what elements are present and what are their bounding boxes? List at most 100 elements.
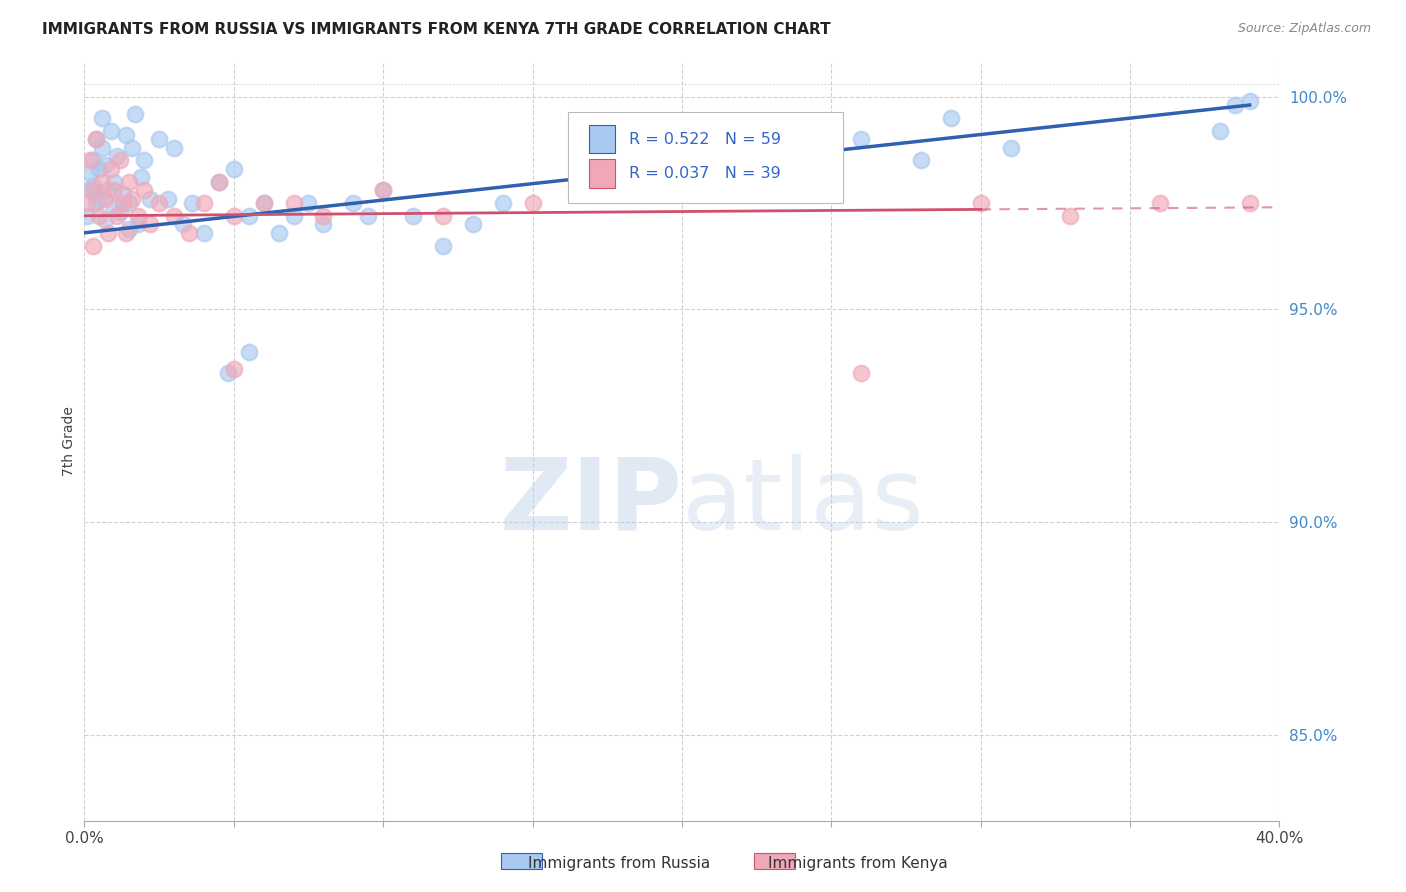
- Point: [91, 141, 114, 155]
- Point: [312, 217, 335, 231]
- Point: [222, 161, 245, 176]
- Point: [82, 178, 104, 193]
- Point: [283, 196, 305, 211]
- Point: [100, 161, 122, 176]
- Point: [222, 362, 245, 376]
- Point: [82, 238, 104, 252]
- Point: [86, 196, 108, 211]
- Point: [127, 209, 149, 223]
- Point: [253, 196, 276, 211]
- Point: [110, 204, 132, 219]
- Point: [157, 192, 180, 206]
- Text: atlas: atlas: [682, 454, 924, 550]
- Point: [94, 213, 117, 227]
- Point: [79, 166, 101, 180]
- Point: [115, 226, 138, 240]
- Point: [79, 153, 101, 168]
- Text: ZIP: ZIP: [499, 454, 682, 550]
- Point: [612, 183, 634, 197]
- Point: [79, 183, 101, 197]
- Point: [492, 196, 515, 211]
- Point: [89, 209, 111, 223]
- Point: [127, 217, 149, 231]
- Point: [100, 123, 122, 137]
- Point: [910, 153, 932, 168]
- Point: [121, 192, 143, 206]
- Text: R = 0.037   N = 39: R = 0.037 N = 39: [630, 166, 782, 181]
- Point: [1059, 209, 1081, 223]
- FancyBboxPatch shape: [568, 112, 844, 202]
- Bar: [755, 853, 794, 869]
- Point: [82, 183, 104, 197]
- Point: [193, 226, 215, 240]
- Point: [1239, 196, 1261, 211]
- Point: [86, 132, 108, 146]
- Text: Immigrants from Kenya: Immigrants from Kenya: [768, 856, 948, 871]
- Point: [172, 217, 194, 231]
- Point: [163, 209, 186, 223]
- Point: [208, 175, 231, 189]
- Point: [132, 183, 156, 197]
- Point: [110, 153, 132, 168]
- Point: [103, 183, 125, 197]
- Point: [94, 192, 117, 206]
- Point: [91, 111, 114, 125]
- Point: [105, 149, 128, 163]
- Y-axis label: 7th Grade: 7th Grade: [62, 407, 76, 476]
- Point: [103, 175, 125, 189]
- Point: [89, 192, 111, 206]
- Point: [132, 153, 156, 168]
- Point: [86, 132, 108, 146]
- Point: [115, 128, 138, 142]
- Point: [94, 158, 117, 172]
- Point: [82, 153, 104, 168]
- Point: [208, 175, 231, 189]
- Text: R = 0.522   N = 59: R = 0.522 N = 59: [630, 131, 782, 146]
- Point: [1239, 94, 1261, 108]
- Point: [238, 345, 260, 359]
- Point: [76, 196, 98, 211]
- Point: [1209, 123, 1232, 137]
- Text: IMMIGRANTS FROM RUSSIA VS IMMIGRANTS FROM KENYA 7TH GRADE CORRELATION CHART: IMMIGRANTS FROM RUSSIA VS IMMIGRANTS FRO…: [42, 22, 831, 37]
- FancyBboxPatch shape: [589, 125, 614, 153]
- Point: [357, 209, 380, 223]
- Bar: [502, 853, 541, 869]
- Point: [373, 183, 395, 197]
- Point: [124, 106, 146, 120]
- Point: [89, 161, 111, 176]
- Point: [112, 187, 135, 202]
- Point: [970, 196, 993, 211]
- Text: Source: ZipAtlas.com: Source: ZipAtlas.com: [1237, 22, 1371, 36]
- Point: [97, 183, 120, 197]
- Point: [163, 141, 186, 155]
- Point: [1223, 98, 1246, 112]
- Point: [222, 209, 245, 223]
- Point: [105, 209, 128, 223]
- Point: [267, 226, 290, 240]
- Text: Immigrants from Russia: Immigrants from Russia: [527, 856, 710, 871]
- Point: [112, 196, 135, 211]
- Point: [118, 221, 141, 235]
- Point: [139, 217, 162, 231]
- Point: [97, 226, 120, 240]
- Point: [851, 367, 873, 381]
- Point: [121, 141, 143, 155]
- Point: [522, 196, 544, 211]
- Point: [432, 209, 454, 223]
- Point: [312, 209, 335, 223]
- Point: [148, 132, 170, 146]
- Point: [851, 132, 873, 146]
- Point: [177, 226, 200, 240]
- Point: [297, 196, 319, 211]
- Point: [118, 196, 141, 211]
- Point: [217, 367, 239, 381]
- Point: [181, 196, 204, 211]
- Point: [253, 196, 276, 211]
- Point: [76, 209, 98, 223]
- Point: [91, 175, 114, 189]
- Point: [461, 217, 484, 231]
- Point: [1149, 196, 1171, 211]
- Point: [118, 175, 141, 189]
- Point: [432, 238, 454, 252]
- Point: [939, 111, 962, 125]
